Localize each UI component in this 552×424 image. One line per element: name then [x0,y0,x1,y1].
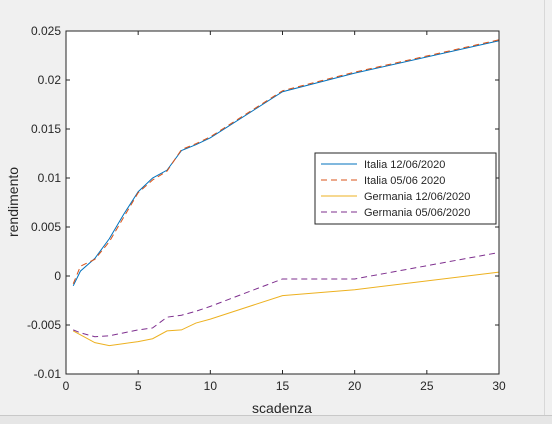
y-tick-label: 0.02 [38,73,62,87]
y-axis-label: rendimento [5,167,21,237]
y-tick-label: 0.025 [31,24,61,38]
series-line-1[interactable] [72,40,500,287]
axes-layer [65,30,500,375]
series-line-4[interactable] [73,251,500,338]
x-tick-label: 5 [135,379,142,393]
window-right-edge [544,0,552,415]
window-bottom-edge [0,415,552,424]
tick-labels: 0 5 10 15 20 25 30 -0.01 -0.005 0 0.005 0.01 0.015 0.… [27,24,506,393]
y-tick-label: -0.005 [27,318,61,332]
y-tick-label: 0.005 [31,220,61,234]
y-tick-label: 0.015 [31,122,61,136]
legend-label-1: Italia 12/06/2020 [364,159,445,171]
x-tick-label: 25 [420,379,434,393]
x-tick-label: 15 [276,379,290,393]
series-line-2[interactable] [72,39,500,285]
legend-label-4: Germania 05/06/2020 [364,207,470,219]
x-tick-label: 20 [348,379,362,393]
series-line-3[interactable] [72,271,500,347]
legend[interactable]: Italia 12/06/2020 Italia 05/06 2020 German… [314,152,497,225]
legend-label-2: Italia 05/06 2020 [364,175,445,187]
y-tick-label: 0.01 [38,171,62,185]
y-tick-label: -0.01 [34,367,62,381]
x-tick-label: 10 [204,379,218,393]
legend-label-3: Germania 12/06/2020 [364,191,470,203]
y-tick-label: 0 [54,269,61,283]
x-tick-label: 0 [63,379,70,393]
x-tick-label: 30 [492,379,506,393]
series-layer [72,39,500,347]
x-axis-label: scadenza [252,400,312,416]
